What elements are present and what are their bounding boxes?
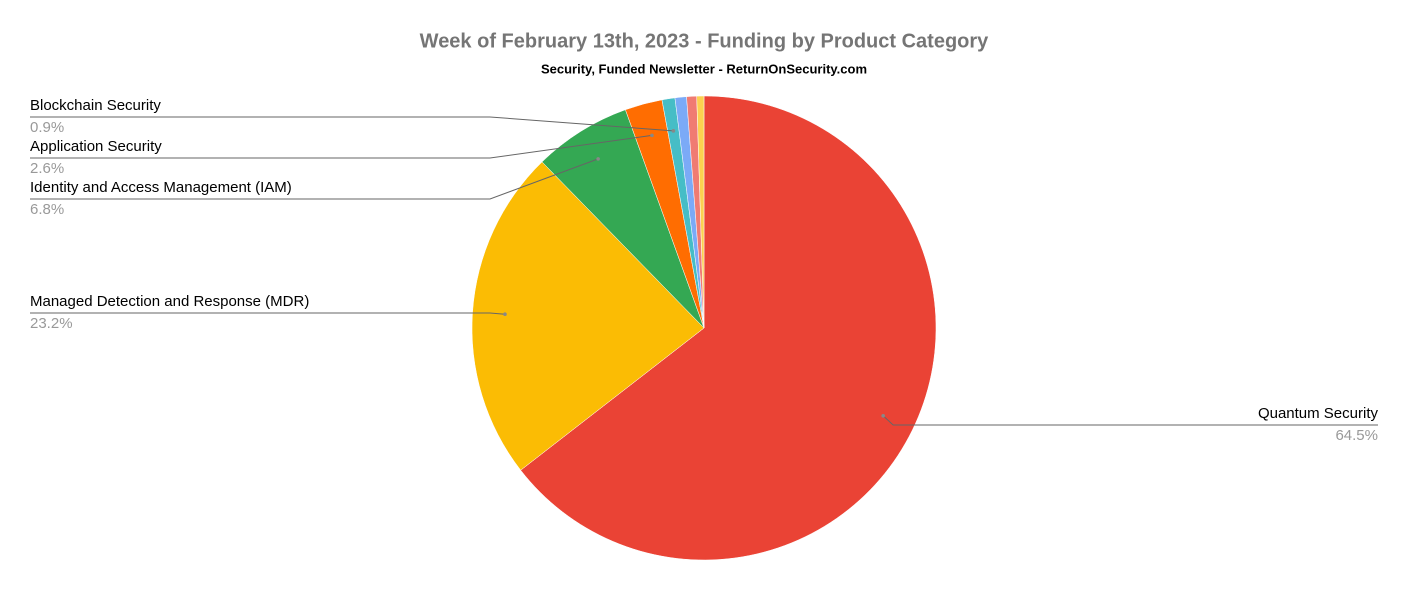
slice-value-label: 64.5% [1335, 427, 1378, 444]
slice-label: Application Security [30, 138, 162, 155]
leader-line [30, 158, 599, 200]
slice-value-label: 23.2% [30, 315, 73, 332]
slice-label: Managed Detection and Response (MDR) [30, 293, 309, 310]
pie-slice [471, 161, 705, 471]
slice-label: Identity and Access Management (IAM) [30, 179, 292, 196]
chart-title: Week of February 13th, 2023 - Funding by… [420, 30, 990, 52]
slice-label: Quantum Security [1258, 405, 1379, 422]
pie-slice [520, 95, 937, 561]
pie-slice [696, 95, 705, 329]
chart-subtitle: Security, Funded Newsletter - ReturnOnSe… [541, 61, 867, 76]
leader-dot [881, 413, 885, 418]
slice-value-label: 2.6% [30, 160, 64, 177]
leader-dot [503, 312, 507, 317]
leader-line [882, 415, 1378, 426]
leader-dot [650, 133, 654, 138]
slice-label: Blockchain Security [30, 97, 161, 114]
slice-value-label: 6.8% [30, 201, 64, 218]
leader-dot [596, 157, 600, 161]
leader-line [30, 312, 505, 315]
leader-line [30, 116, 674, 132]
leader-line [30, 134, 653, 159]
leader-dot [671, 129, 676, 133]
slice-value-label: 0.9% [30, 119, 64, 136]
